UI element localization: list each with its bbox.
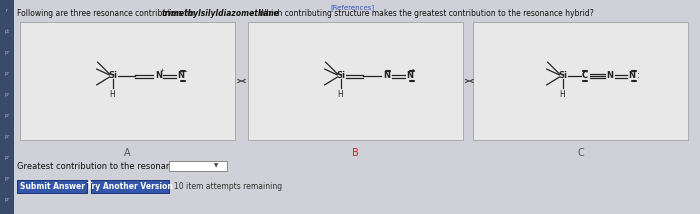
- Text: trimethylsilyldiazomethane: trimethylsilyldiazomethane: [162, 9, 279, 18]
- Text: N: N: [606, 71, 613, 80]
- Text: N: N: [178, 71, 185, 80]
- Bar: [248, 22, 463, 140]
- Text: A: A: [124, 148, 131, 158]
- Text: C: C: [577, 148, 584, 158]
- Text: C: C: [582, 71, 587, 80]
- Text: N: N: [407, 71, 414, 80]
- Text: H: H: [559, 90, 566, 99]
- Text: . Which contributing structure makes the greatest contribution to the resonance : . Which contributing structure makes the…: [254, 9, 594, 18]
- Text: N: N: [155, 71, 162, 80]
- Text: 10 item attempts remaining: 10 item attempts remaining: [174, 182, 282, 191]
- Text: pr: pr: [4, 134, 10, 139]
- Text: pr: pr: [4, 197, 10, 202]
- Text: Greatest contribution to the resonance hybrid: Greatest contribution to the resonance h…: [17, 162, 211, 171]
- Text: +: +: [159, 68, 164, 73]
- Text: Try Another Version: Try Another Version: [87, 182, 173, 191]
- Text: pr: pr: [4, 50, 10, 55]
- Text: r: r: [6, 8, 8, 13]
- Text: Si: Si: [336, 71, 345, 80]
- Text: Si: Si: [558, 71, 567, 80]
- Text: B: B: [352, 148, 359, 158]
- Text: -: -: [412, 66, 414, 72]
- Text: N: N: [629, 71, 636, 80]
- Bar: [91, 180, 169, 193]
- Text: pr: pr: [4, 113, 10, 118]
- Text: pr: pr: [4, 176, 10, 181]
- Text: pr: pr: [4, 92, 10, 97]
- Text: pt: pt: [4, 29, 10, 34]
- Text: Following are three resonance contributors for: Following are three resonance contributo…: [17, 9, 197, 18]
- Text: pr: pr: [4, 155, 10, 160]
- Text: pr: pr: [4, 71, 10, 76]
- Text: H: H: [110, 90, 116, 99]
- Text: :: :: [636, 71, 639, 80]
- Text: Submit Answer: Submit Answer: [20, 182, 85, 191]
- Bar: [0, 0, 14, 214]
- Bar: [17, 180, 87, 193]
- Text: ▼: ▼: [214, 163, 218, 168]
- Text: -: -: [185, 68, 187, 74]
- Text: N: N: [384, 71, 391, 80]
- Text: [References]: [References]: [330, 4, 374, 11]
- Text: H: H: [337, 90, 344, 99]
- Bar: [20, 22, 235, 140]
- Text: Si: Si: [108, 71, 117, 80]
- Bar: [473, 22, 688, 140]
- Bar: [169, 161, 227, 171]
